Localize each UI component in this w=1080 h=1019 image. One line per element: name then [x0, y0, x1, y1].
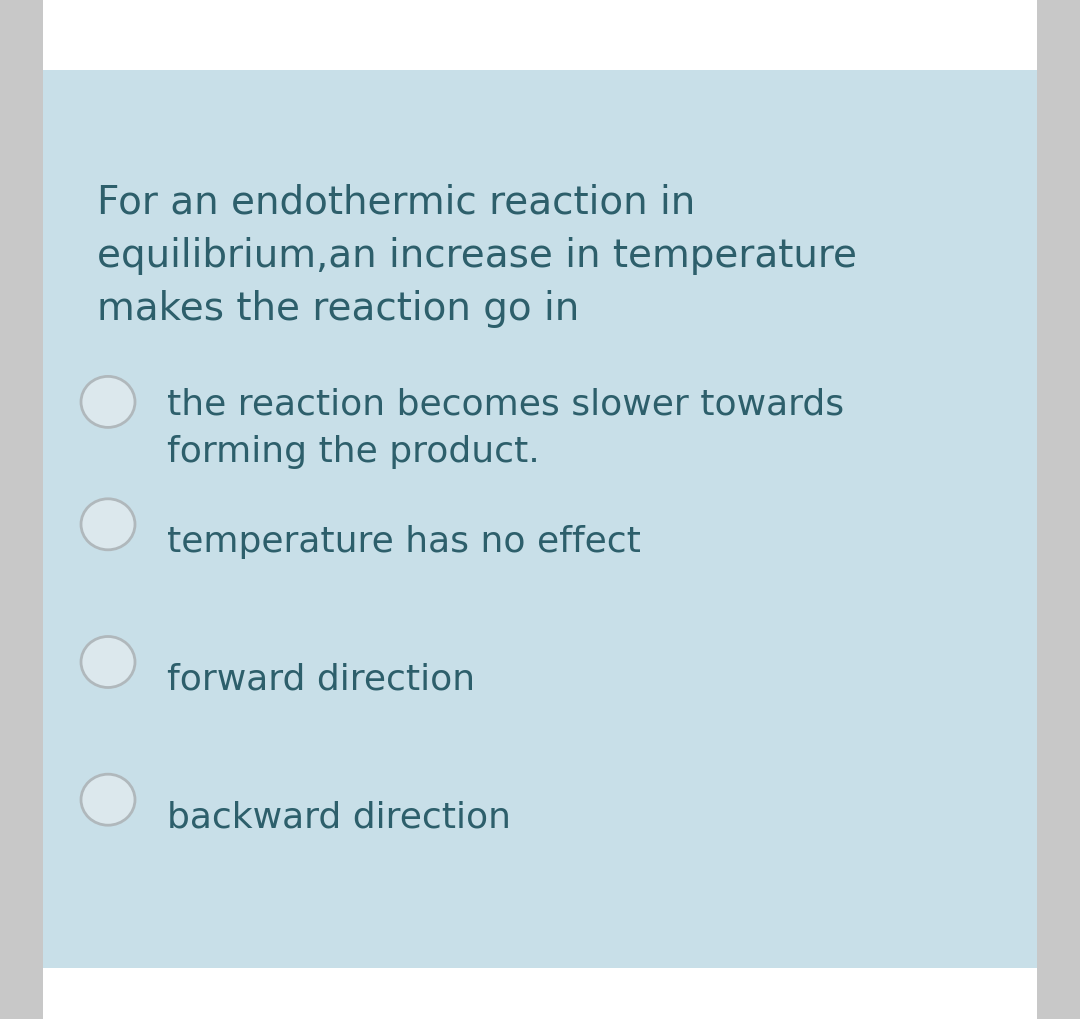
Circle shape [81, 499, 135, 550]
Text: the reaction becomes slower towards
forming the product.: the reaction becomes slower towards form… [167, 387, 845, 469]
Circle shape [81, 774, 135, 825]
FancyBboxPatch shape [43, 968, 1037, 1019]
FancyBboxPatch shape [43, 0, 1037, 71]
Circle shape [81, 637, 135, 688]
FancyBboxPatch shape [0, 0, 43, 1019]
Text: forward direction: forward direction [167, 662, 475, 696]
Text: temperature has no effect: temperature has no effect [167, 525, 642, 558]
Text: For an endothermic reaction in
equilibrium,an increase in temperature
makes the : For an endothermic reaction in equilibri… [97, 183, 858, 327]
FancyBboxPatch shape [43, 71, 1037, 968]
Circle shape [81, 377, 135, 428]
Text: backward direction: backward direction [167, 800, 512, 834]
FancyBboxPatch shape [1037, 0, 1080, 1019]
